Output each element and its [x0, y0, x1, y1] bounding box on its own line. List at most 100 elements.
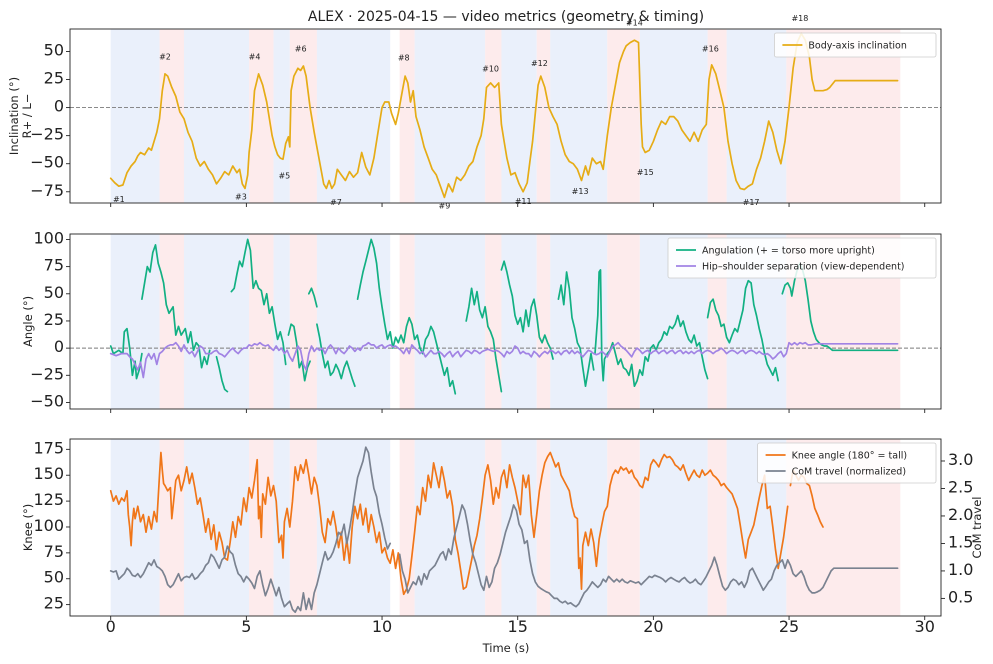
y-tick-label: 125 [33, 490, 64, 509]
phase-band-blue [414, 234, 486, 409]
y-tick-label: 50 [44, 40, 64, 59]
series-inclination [109, 32, 899, 199]
y-tick-label: 75 [44, 256, 64, 275]
series-separation [109, 341, 899, 379]
event-label: #8 [398, 53, 410, 62]
phase-band-red [289, 234, 317, 409]
legend: Angulation (+ = torso more upright) Hip–s… [667, 237, 937, 279]
series-line-angulation [500, 260, 554, 360]
plot-frame [69, 438, 942, 617]
phase-band-red [159, 439, 184, 616]
y-tick-label: 50 [44, 283, 64, 302]
y-axis-label: Knee (°) [21, 504, 35, 551]
y-tick-label: 100 [33, 228, 64, 247]
legend: Knee angle (180° = tall) CoM travel (norm… [757, 442, 937, 484]
x-axis-label: Time (s) [482, 641, 530, 655]
phase-band-blue [550, 234, 608, 409]
chart-panels: #1#2#3#4#5#6#7#8#9#10#11#12#13#14#15#16#… [7, 14, 984, 636]
y-right-tick-label: 2.0 [948, 505, 973, 524]
phase-band-red [485, 29, 502, 203]
phase-band-red [399, 29, 415, 203]
phase-band-red [607, 234, 640, 409]
y-tick-label: 25 [44, 594, 64, 613]
legend-label: CoM travel (normalized) [792, 467, 906, 478]
legend-label: Hip–shoulder separation (view-dependent) [702, 262, 905, 273]
phase-band-red [536, 29, 551, 203]
series-line-angulation [557, 271, 595, 388]
y-right-tick-label: 3.0 [948, 450, 973, 469]
y-tick-label: 75 [44, 542, 64, 561]
phase-band-red [289, 29, 317, 203]
phase-band-red [707, 29, 727, 203]
phase-band-red [159, 29, 184, 203]
phase-band-blue [550, 29, 608, 203]
x-tick-label: 15 [508, 617, 528, 636]
phase-band-blue [183, 439, 250, 616]
event-label: #6 [295, 44, 307, 53]
event-label: #13 [572, 187, 589, 196]
event-label: #11 [515, 197, 532, 206]
series-line-angulation [706, 279, 780, 382]
y-tick-label: 100 [33, 516, 64, 535]
y-right-tick-label: 2.5 [948, 477, 973, 496]
series-line-com [398, 504, 899, 608]
series-line-angulation [356, 238, 457, 395]
series-line-inclination [109, 32, 899, 199]
y-tick-label: −25 [30, 125, 64, 144]
event-label: #12 [531, 59, 548, 68]
phase-band-blue [316, 439, 391, 616]
y-axis-label: R+ / L− [20, 94, 34, 139]
phase-band-red [159, 234, 184, 409]
phase-band-red [607, 29, 640, 203]
event-label: #4 [249, 52, 261, 61]
y-tick-label: −25 [30, 364, 64, 383]
legend-label: Angulation (+ = torso more upright) [702, 246, 875, 257]
y-right-axis-label: CoM travel [970, 496, 984, 558]
y-tick-label: 175 [33, 438, 64, 457]
event-label: #5 [278, 171, 290, 180]
series-com [109, 446, 899, 614]
phase-band-blue [273, 29, 290, 203]
event-label: #10 [482, 65, 499, 74]
phase-band-blue [501, 29, 537, 203]
series-line-angulation [230, 238, 287, 366]
y-tick-label: −75 [30, 181, 64, 200]
knee-panel: 0 5 10 15 20 25 30 25 50 75 100 125 150 175 0.5 1.0 1.5 2… [21, 438, 984, 636]
phase-band-blue [414, 439, 486, 616]
angles-panel: −50 −25 0 25 50 75 100 Angle (°) Angulation (+ =… [21, 228, 942, 413]
y-axis-label: Inclination (°) [7, 77, 21, 155]
plot-frame [69, 233, 942, 410]
phase-band-red [249, 234, 274, 409]
phase-band-blue [639, 439, 708, 616]
legend-label: Knee angle (180° = tall) [792, 451, 907, 462]
y-tick-label: 25 [44, 310, 64, 329]
y-tick-label: 0 [54, 337, 64, 356]
series-line-angulation [215, 355, 229, 393]
y-tick-label: 50 [44, 568, 64, 587]
phase-band-red [607, 439, 640, 616]
phase-band-blue [183, 29, 250, 203]
legend-box [667, 237, 937, 279]
phase-band-red [289, 439, 317, 616]
event-label: #2 [159, 52, 171, 61]
y-tick-label: 0 [54, 97, 64, 116]
series-line-angulation [781, 262, 899, 352]
phase-band-blue [726, 29, 787, 203]
series-line-knee [109, 451, 789, 596]
inclination-panel: #1#2#3#4#5#6#7#8#9#10#11#12#13#14#15#16#… [7, 14, 942, 211]
event-label: #14 [626, 19, 643, 28]
legend: Body-axis inclination [774, 32, 937, 58]
event-label: #16 [702, 44, 719, 53]
y-axis-label: Angle (°) [21, 296, 35, 347]
series-line-angulation [307, 287, 318, 308]
series-line-angulation [316, 323, 356, 388]
y-tick-label: −50 [30, 153, 64, 172]
event-label: #1 [113, 195, 125, 204]
phase-band-blue [110, 29, 160, 203]
y-right-tick-label: 1.5 [948, 532, 973, 551]
series-line-angulation [109, 327, 143, 380]
phase-band-blue [316, 234, 391, 409]
event-label: #15 [637, 168, 654, 177]
y-right-tick-label: 1.0 [948, 560, 973, 579]
series-angulation [109, 238, 899, 395]
